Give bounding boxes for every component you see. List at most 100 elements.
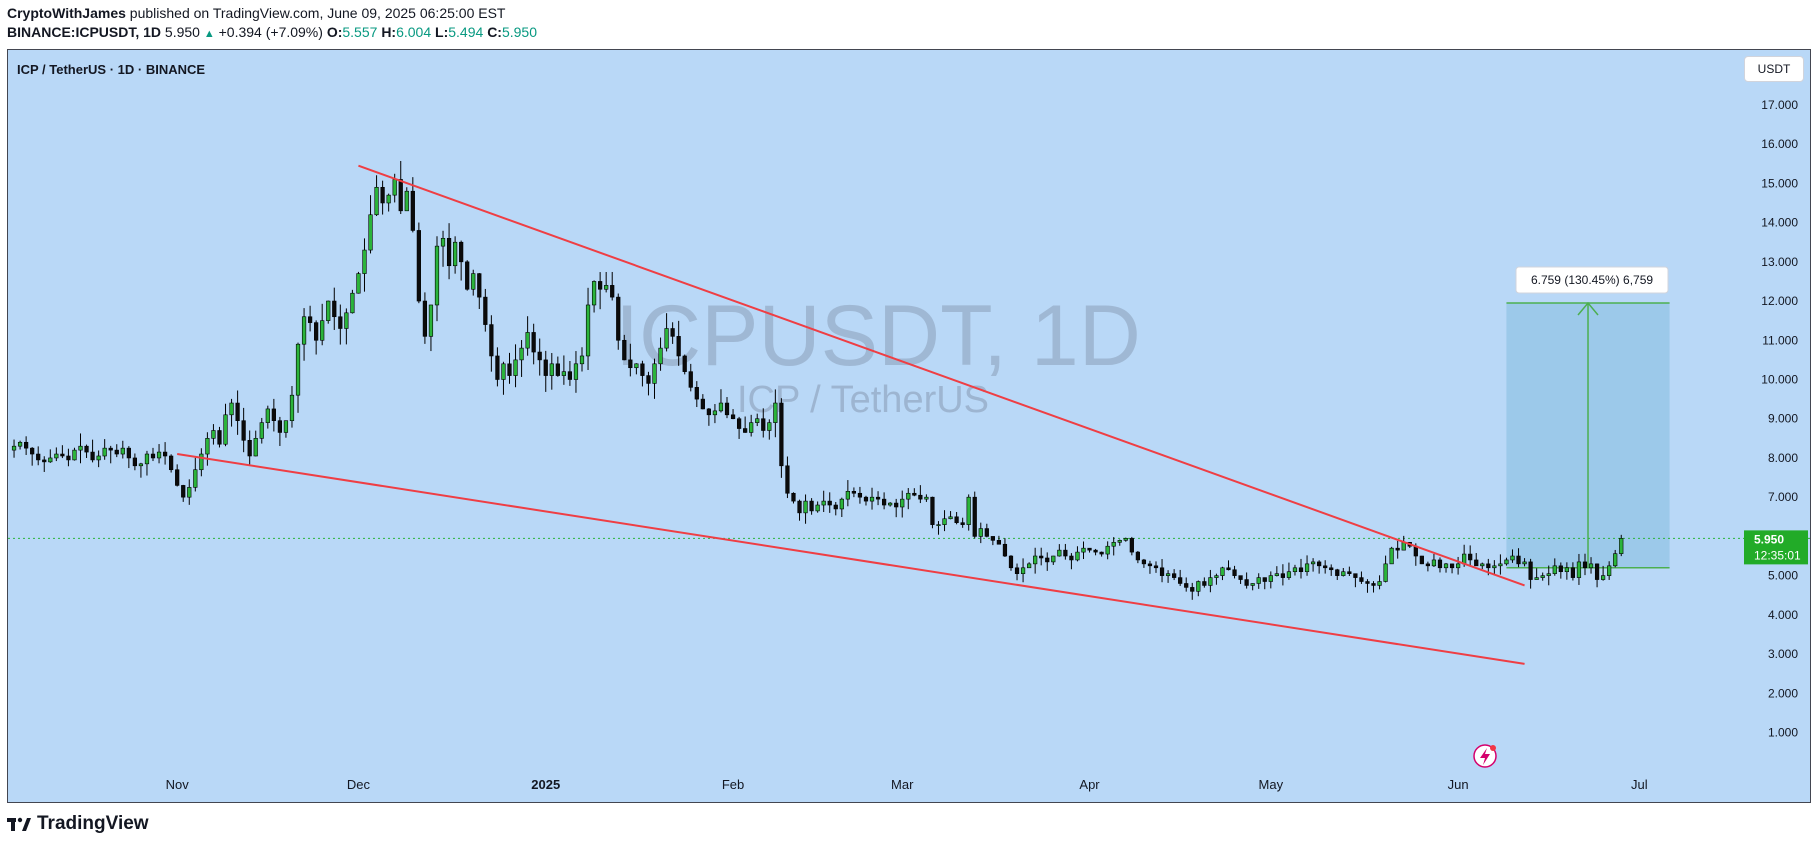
candle [736, 416, 742, 439]
candle-up [344, 312, 349, 329]
candle [404, 187, 409, 212]
candle-up [1214, 575, 1219, 578]
candle-up [767, 422, 772, 431]
candle-up [72, 449, 77, 461]
candle [1425, 561, 1431, 572]
candle [1437, 557, 1443, 573]
candle [1008, 555, 1014, 571]
candle-down [30, 447, 35, 455]
candle [682, 354, 687, 375]
candle-down [314, 322, 319, 341]
candle [543, 350, 548, 392]
candle-up [283, 420, 289, 433]
candle [827, 492, 832, 513]
chart-pane[interactable]: ICPUSDT, 1D ICP / TetherUS 6.759 (130.45%)… [7, 49, 1811, 803]
candle [1093, 548, 1098, 556]
candle-up [634, 363, 639, 369]
candle-down [706, 408, 711, 416]
candle-up [1105, 545, 1110, 555]
candle [1588, 557, 1594, 574]
candle [664, 313, 669, 352]
candle [622, 334, 627, 361]
candle-up [78, 445, 83, 451]
candle-up [1498, 563, 1503, 567]
candle [380, 180, 385, 215]
candle [875, 491, 881, 506]
candle [1075, 546, 1080, 562]
candle [845, 480, 850, 507]
candle-up [1057, 549, 1062, 557]
candle-down [682, 355, 687, 372]
x-tick-label: 2025 [531, 777, 560, 792]
candle [1383, 555, 1388, 583]
candle-up [253, 438, 258, 457]
candle-up [1081, 547, 1086, 553]
candle [894, 498, 899, 518]
candle-down [954, 516, 959, 523]
author-name[interactable]: CryptoWithJames [7, 5, 126, 21]
candle [48, 449, 53, 463]
candle-up [900, 498, 905, 508]
candle-down [241, 420, 246, 441]
currency-button[interactable]: USDT [1744, 56, 1804, 82]
candle [591, 280, 597, 313]
candle-up [1619, 538, 1624, 554]
x-tick-label: May [1259, 777, 1284, 792]
candle-down [785, 465, 790, 494]
candle-up [749, 422, 754, 433]
candle-down [1184, 583, 1189, 588]
candle [265, 405, 270, 429]
candle-down [465, 261, 470, 290]
candle-down [1232, 569, 1237, 576]
candle [869, 487, 875, 510]
candle [1564, 562, 1569, 580]
candle-down [1008, 555, 1014, 569]
candle-down [84, 445, 89, 453]
y-tick-label: 5.000 [1768, 569, 1798, 583]
y-tick-label: 12.000 [1761, 294, 1798, 308]
candle [326, 300, 331, 324]
candle [440, 230, 446, 267]
x-tick-label: Jul [1631, 777, 1648, 792]
candle-up [1208, 577, 1213, 586]
triangle-up-icon: ▲ [203, 28, 215, 40]
candle [676, 320, 681, 366]
candle-down [42, 459, 47, 463]
candle [175, 464, 180, 487]
candle-down [1141, 559, 1147, 565]
candle-down [1099, 551, 1104, 555]
candle [1323, 560, 1328, 574]
candle [1395, 540, 1400, 559]
candle-up [1607, 565, 1612, 576]
candle [1377, 575, 1382, 590]
candle [42, 456, 47, 472]
candle [1570, 562, 1576, 581]
candle [1214, 573, 1219, 585]
candle-up [1196, 581, 1201, 592]
watermark-sub: ICP / TetherUS [737, 379, 989, 421]
candle-down [622, 339, 627, 361]
tradingview-logo[interactable]: TradingView [7, 813, 149, 835]
candle [954, 511, 959, 525]
current-price-badge [1744, 530, 1808, 565]
x-tick-label: Nov [166, 777, 190, 792]
candle-down [1468, 553, 1473, 561]
candle [1455, 556, 1461, 575]
candle-down [132, 457, 137, 467]
candle [960, 517, 965, 528]
candle-up [1576, 561, 1582, 578]
y-tick-label: 16.000 [1761, 137, 1798, 151]
candle-up [755, 418, 760, 423]
candle [513, 344, 518, 388]
candle-down [1045, 557, 1050, 563]
candle [495, 347, 500, 387]
candle [199, 448, 204, 477]
candle-down [1582, 561, 1588, 569]
candle [1153, 561, 1159, 573]
candle [1002, 538, 1008, 557]
candle [791, 492, 796, 504]
y-tick-label: 1.000 [1768, 726, 1798, 740]
candle-down [833, 504, 838, 510]
candle [1594, 563, 1600, 588]
